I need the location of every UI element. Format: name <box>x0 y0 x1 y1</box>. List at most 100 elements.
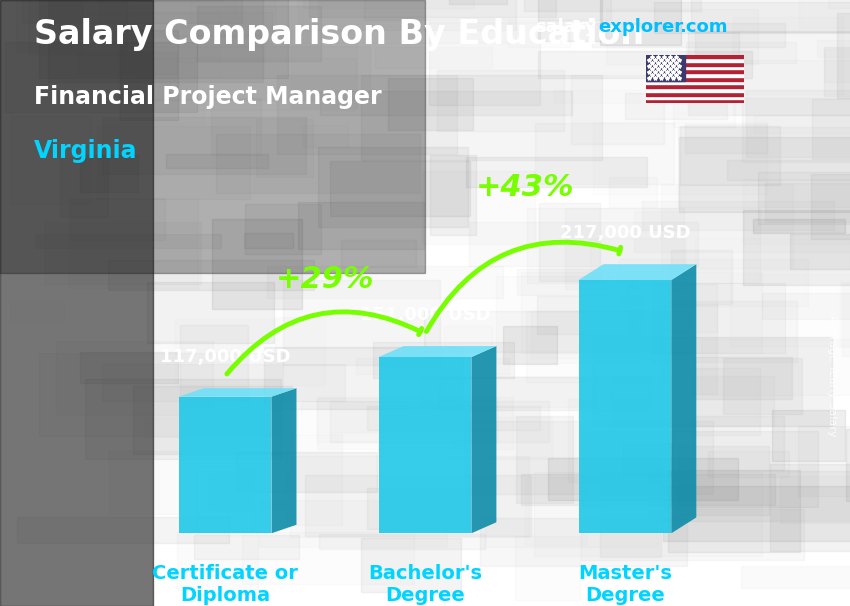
Bar <box>799 0 850 28</box>
Text: +43%: +43% <box>476 173 575 202</box>
Bar <box>733 17 843 94</box>
Bar <box>256 119 313 177</box>
Bar <box>77 52 177 75</box>
Bar <box>133 386 292 454</box>
Bar <box>120 30 178 120</box>
Polygon shape <box>178 388 297 397</box>
Bar <box>376 47 492 68</box>
Bar <box>119 99 204 124</box>
Bar <box>527 208 760 283</box>
Bar <box>331 401 549 442</box>
Bar <box>177 532 258 590</box>
Bar <box>267 266 502 298</box>
Bar <box>627 284 717 332</box>
Bar <box>824 47 850 96</box>
Bar <box>244 233 292 248</box>
Bar <box>508 20 570 47</box>
Bar <box>525 311 666 382</box>
Bar <box>646 92 744 96</box>
Polygon shape <box>672 264 696 533</box>
Bar <box>790 235 850 268</box>
Bar <box>600 0 681 45</box>
Bar <box>733 60 850 115</box>
Text: 217,000 USD: 217,000 USD <box>559 224 690 242</box>
Bar <box>646 99 744 103</box>
Bar <box>679 127 779 185</box>
Bar <box>811 174 850 239</box>
Bar <box>663 305 717 394</box>
Bar <box>302 401 407 432</box>
Bar <box>592 23 785 47</box>
Bar <box>646 70 744 73</box>
Text: Bachelor's
Degree: Bachelor's Degree <box>368 564 482 605</box>
Bar <box>480 518 688 566</box>
Bar <box>125 12 272 44</box>
Bar <box>646 88 744 92</box>
Polygon shape <box>378 357 472 533</box>
Text: Salary Comparison By Education: Salary Comparison By Education <box>34 18 644 51</box>
Bar <box>535 123 674 184</box>
Bar <box>0 0 153 606</box>
Bar <box>297 0 516 42</box>
Bar <box>727 160 850 179</box>
Bar <box>429 22 540 105</box>
Bar <box>212 219 302 310</box>
Bar <box>772 410 845 461</box>
Bar <box>691 0 850 32</box>
Text: +29%: +29% <box>275 265 374 295</box>
Bar <box>298 202 424 248</box>
Bar <box>524 0 701 12</box>
Bar <box>137 58 356 110</box>
Bar <box>530 311 690 358</box>
Bar <box>275 317 426 348</box>
Bar <box>609 177 657 207</box>
Bar <box>646 55 744 58</box>
Text: Average Yearly Salary: Average Yearly Salary <box>827 315 837 436</box>
Bar <box>360 75 602 160</box>
Bar <box>515 536 580 601</box>
Bar <box>668 470 800 552</box>
Bar <box>592 337 832 426</box>
Bar <box>646 55 685 81</box>
Bar <box>571 75 665 144</box>
Bar <box>388 78 473 130</box>
Bar <box>422 171 536 244</box>
Bar <box>9 301 64 322</box>
Bar <box>592 122 767 194</box>
Bar <box>581 509 804 560</box>
Bar <box>694 357 792 399</box>
Bar <box>741 566 850 588</box>
Bar <box>356 358 508 374</box>
Bar <box>430 155 476 236</box>
Bar <box>695 32 740 84</box>
Bar <box>361 538 461 593</box>
Polygon shape <box>271 388 297 533</box>
Bar <box>646 96 744 99</box>
Bar <box>320 91 572 115</box>
Bar <box>304 474 530 536</box>
Text: Master's
Degree: Master's Degree <box>578 564 672 605</box>
Bar <box>538 0 602 41</box>
Bar <box>663 487 850 541</box>
Bar <box>419 376 596 407</box>
Bar <box>242 532 414 584</box>
Bar <box>837 13 850 98</box>
Bar <box>68 199 198 288</box>
Bar <box>779 476 850 523</box>
Bar <box>364 0 611 20</box>
Bar <box>686 42 796 63</box>
Bar <box>565 208 684 289</box>
Bar <box>80 352 178 383</box>
Bar <box>660 184 793 268</box>
Bar <box>291 30 357 108</box>
Bar <box>303 0 474 8</box>
Bar <box>634 211 850 253</box>
Bar <box>590 238 686 277</box>
Bar <box>642 201 834 230</box>
Bar <box>190 0 235 22</box>
Bar <box>765 183 850 222</box>
Bar <box>60 158 108 217</box>
Bar <box>646 62 744 65</box>
Text: Financial Project Manager: Financial Project Manager <box>34 85 382 109</box>
Bar <box>72 0 222 2</box>
